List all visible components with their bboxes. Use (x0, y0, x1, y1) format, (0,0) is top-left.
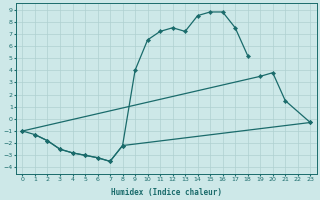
X-axis label: Humidex (Indice chaleur): Humidex (Indice chaleur) (111, 188, 222, 197)
